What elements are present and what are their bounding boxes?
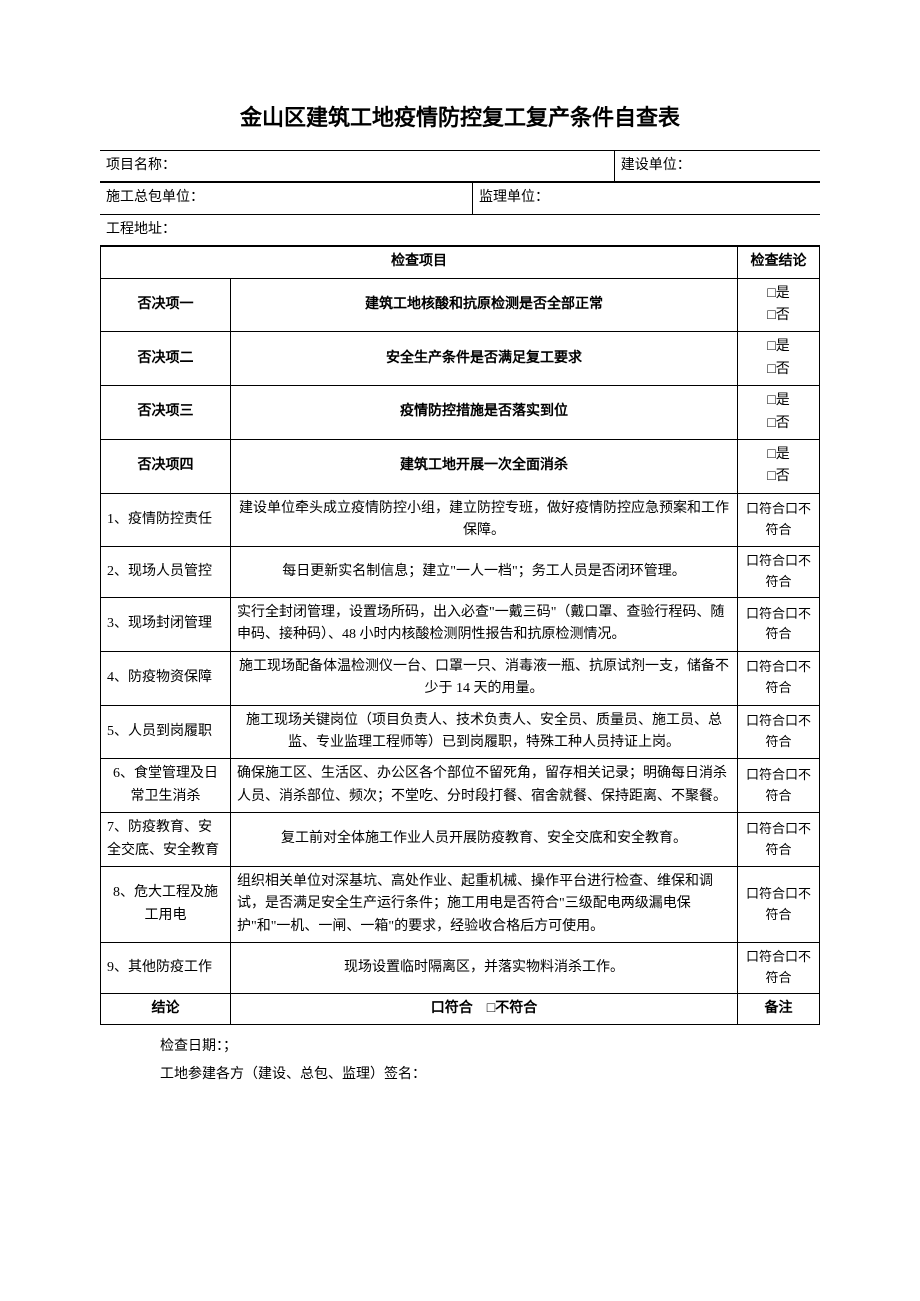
item9-result[interactable]: 口符合口不符合 <box>738 943 820 994</box>
veto3-text: 疫情防控措施是否落实到位 <box>231 386 738 440</box>
item1-text: 建设单位牵头成立疫情防控小组，建立防控专班，做好疫情防控应急预案和工作保障。 <box>231 493 738 547</box>
supervisor-label: 监理单位： <box>479 190 549 205</box>
item2-label: 2、现场人员管控 <box>101 547 231 598</box>
veto2-label: 否决项二 <box>101 332 231 386</box>
item1-result[interactable]: 口符合口不符合 <box>738 493 820 547</box>
veto3-label: 否决项三 <box>101 386 231 440</box>
item2-text: 每日更新实名制信息；建立"一人一档"；务工人员是否闭环管理。 <box>231 547 738 598</box>
item6-result[interactable]: 口符合口不符合 <box>738 759 820 813</box>
item9-label: 9、其他防疫工作 <box>101 943 231 994</box>
conclusion-row: 结论 口符合 □不符合 备注 <box>101 993 820 1024</box>
veto1-text: 建筑工地核酸和抗原检测是否全部正常 <box>231 278 738 332</box>
item5-text: 施工现场关键岗位（项目负责人、技术负责人、安全员、质量员、施工员、总监、专业监理… <box>231 705 738 759</box>
veto1-label: 否决项一 <box>101 278 231 332</box>
header-check-item: 检查项目 <box>101 247 738 278</box>
main-table: 检查项目 检查结论 否决项一 建筑工地核酸和抗原检测是否全部正常 □是□否 否决… <box>100 246 820 1025</box>
footer: 检查日期：； 工地参建各方（建设、总包、监理）签名： <box>100 1033 820 1089</box>
item4-text: 施工现场配备体温检测仪一台、口罩一只、消毒液一瓶、抗原试剂一支，储备不少于 14… <box>231 651 738 705</box>
item6-label: 6、食堂管理及日常卫生消杀 <box>101 759 231 813</box>
veto2-text: 安全生产条件是否满足复工要求 <box>231 332 738 386</box>
conclusion-label: 结论 <box>101 993 231 1024</box>
item4-label: 4、防疫物资保障 <box>101 651 231 705</box>
build-unit-label: 建设单位： <box>621 158 691 173</box>
conclusion-text[interactable]: 口符合 □不符合 <box>231 993 738 1024</box>
item8-text: 组织相关单位对深基坑、高处作业、起重机械、操作平台进行检查、维保和调试，是否满足… <box>231 866 738 942</box>
item2-result[interactable]: 口符合口不符合 <box>738 547 820 598</box>
item9-text: 现场设置临时隔离区，并落实物料消杀工作。 <box>231 943 738 994</box>
item4-result[interactable]: 口符合口不符合 <box>738 651 820 705</box>
item6-text: 确保施工区、生活区、办公区各个部位不留死角，留存相关记录；明确每日消杀人员、消杀… <box>231 759 738 813</box>
contractor-label: 施工总包单位： <box>106 190 204 205</box>
page-title: 金山区建筑工地疫情防控复工复产条件自查表 <box>100 100 820 132</box>
address-label: 工程地址： <box>106 222 176 237</box>
item3-label: 3、现场封闭管理 <box>101 598 231 652</box>
item-row-8: 8、危大工程及施工用电 组织相关单位对深基坑、高处作业、起重机械、操作平台进行检… <box>101 866 820 942</box>
item1-label: 1、疫情防控责任 <box>101 493 231 547</box>
item-row-4: 4、防疫物资保障 施工现场配备体温检测仪一台、口罩一只、消毒液一瓶、抗原试剂一支… <box>101 651 820 705</box>
item-row-1: 1、疫情防控责任 建设单位牵头成立疫情防控小组，建立防控专班，做好疫情防控应急预… <box>101 493 820 547</box>
item3-result[interactable]: 口符合口不符合 <box>738 598 820 652</box>
item-row-3: 3、现场封闭管理 实行全封闭管理，设置场所码，出入必查"一戴三码"（戴口罩、查验… <box>101 598 820 652</box>
project-name-label: 项目名称： <box>106 158 176 173</box>
veto-row-3: 否决项三 疫情防控措施是否落实到位 □是□否 <box>101 386 820 440</box>
info-row-1: 项目名称： 建设单位： <box>100 151 820 182</box>
info-table-2: 施工总包单位： 监理单位： 工程地址： <box>100 182 820 246</box>
item-row-9: 9、其他防疫工作 现场设置临时隔离区，并落实物料消杀工作。 口符合口不符合 <box>101 943 820 994</box>
veto1-result[interactable]: □是□否 <box>738 278 820 332</box>
item8-result[interactable]: 口符合口不符合 <box>738 866 820 942</box>
item-row-2: 2、现场人员管控 每日更新实名制信息；建立"一人一档"；务工人员是否闭环管理。 … <box>101 547 820 598</box>
veto4-label: 否决项四 <box>101 439 231 493</box>
item7-result[interactable]: 口符合口不符合 <box>738 813 820 867</box>
item5-label: 5、人员到岗履职 <box>101 705 231 759</box>
veto4-result[interactable]: □是□否 <box>738 439 820 493</box>
header-check-result: 检查结论 <box>738 247 820 278</box>
checklist-table: 项目名称： 建设单位： <box>100 150 820 182</box>
item5-result[interactable]: 口符合口不符合 <box>738 705 820 759</box>
veto-row-1: 否决项一 建筑工地核酸和抗原检测是否全部正常 □是□否 <box>101 278 820 332</box>
item-row-5: 5、人员到岗履职 施工现场关键岗位（项目负责人、技术负责人、安全员、质量员、施工… <box>101 705 820 759</box>
item7-text: 复工前对全体施工作业人员开展防疫教育、安全交底和安全教育。 <box>231 813 738 867</box>
item8-label: 8、危大工程及施工用电 <box>101 866 231 942</box>
item3-text: 实行全封闭管理，设置场所码，出入必查"一戴三码"（戴口罩、查验行程码、随申码、接… <box>231 598 738 652</box>
footer-sign: 工地参建各方（建设、总包、监理）签名： <box>160 1061 820 1089</box>
veto3-result[interactable]: □是□否 <box>738 386 820 440</box>
item-row-6: 6、食堂管理及日常卫生消杀 确保施工区、生活区、办公区各个部位不留死角，留存相关… <box>101 759 820 813</box>
footer-date: 检查日期：； <box>160 1033 820 1061</box>
veto2-result[interactable]: □是□否 <box>738 332 820 386</box>
veto-row-4: 否决项四 建筑工地开展一次全面消杀 □是□否 <box>101 439 820 493</box>
conclusion-remark: 备注 <box>738 993 820 1024</box>
item7-label: 7、防疫教育、安全交底、安全教育 <box>101 813 231 867</box>
header-row: 检查项目 检查结论 <box>101 247 820 278</box>
veto4-text: 建筑工地开展一次全面消杀 <box>231 439 738 493</box>
item-row-7: 7、防疫教育、安全交底、安全教育 复工前对全体施工作业人员开展防疫教育、安全交底… <box>101 813 820 867</box>
veto-row-2: 否决项二 安全生产条件是否满足复工要求 □是□否 <box>101 332 820 386</box>
